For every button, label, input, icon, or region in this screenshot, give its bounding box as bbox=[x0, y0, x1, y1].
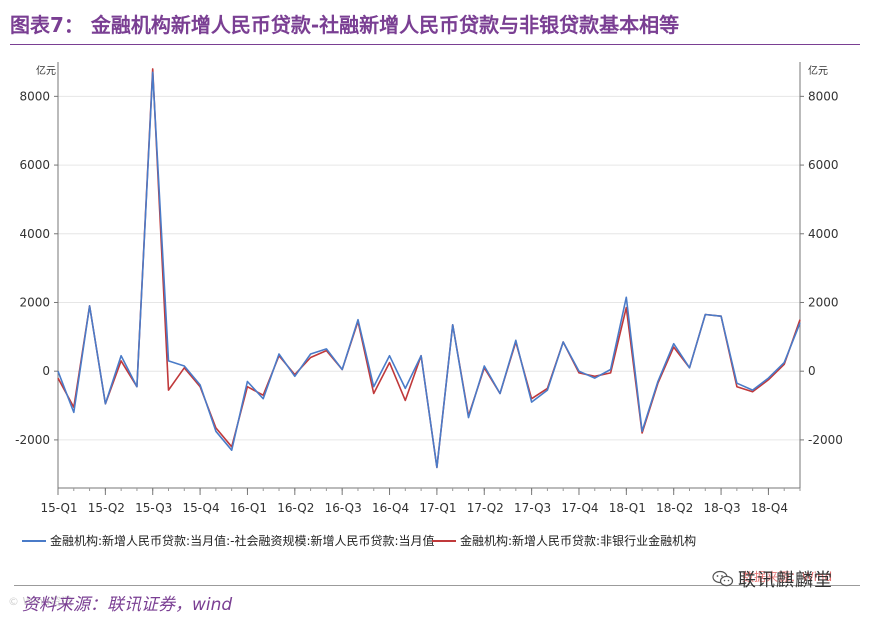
y-unit-right: 亿元 bbox=[808, 64, 828, 77]
x-tick-label: 18-Q1 bbox=[609, 501, 646, 515]
y-tick-label-right: 6000 bbox=[808, 158, 839, 172]
wechat-icon bbox=[712, 570, 734, 588]
x-tick-label: 18-Q3 bbox=[704, 501, 741, 515]
x-tick-label: 16-Q2 bbox=[277, 501, 314, 515]
y-tick-label-left: -2000 bbox=[15, 433, 50, 447]
legend-label-2: 金融机构:新增人民币贷款:非银行业金融机构 bbox=[460, 533, 696, 548]
legend-label-1: 金融机构:新增人民币贷款:当月值:-社会融资规模:新增人民币贷款:当月值 bbox=[50, 533, 435, 548]
chart-title: 图表7： 金融机构新增人民币贷款-社融新增人民币贷款与非银贷款基本相等 bbox=[10, 13, 680, 37]
x-tick-label: 15-Q1 bbox=[40, 501, 77, 515]
y-tick-label-left: 0 bbox=[42, 364, 50, 378]
brand-text: 联讯麒麟堂 bbox=[738, 570, 833, 591]
watermark-overlay: 数据来源：Wind bbox=[742, 570, 833, 584]
y-tick-label-left: 6000 bbox=[19, 158, 50, 172]
line-chart: -2000 -2000 0 0 2000 2000 4000 4000 6000 6000 8000… bbox=[15, 62, 843, 548]
source-divider bbox=[14, 585, 860, 586]
axes bbox=[54, 62, 804, 495]
source-note: 资料来源：联讯证券，wind bbox=[22, 595, 233, 615]
x-tick-label: 17-Q4 bbox=[561, 501, 598, 515]
x-tick-label: 16-Q1 bbox=[230, 501, 267, 515]
x-tick-label: 16-Q4 bbox=[372, 501, 409, 515]
series-line-1 bbox=[57, 71, 801, 469]
x-tick-label: 15-Q2 bbox=[88, 501, 125, 515]
y-tick-label-left: 4000 bbox=[19, 227, 50, 241]
y-unit-left: 亿元 bbox=[36, 64, 56, 77]
watermark-left: © Wind资讯 bbox=[8, 595, 73, 608]
x-tick-label: 18-Q4 bbox=[751, 501, 788, 515]
y-tick-label-right: 4000 bbox=[808, 227, 839, 241]
x-tick-label: 15-Q3 bbox=[135, 501, 172, 515]
x-tick-label: 17-Q1 bbox=[419, 501, 456, 515]
y-tick-label-right: 0 bbox=[808, 364, 816, 378]
y-tick-label-right: 8000 bbox=[808, 89, 839, 103]
x-tick-label: 15-Q4 bbox=[183, 501, 220, 515]
title-divider bbox=[10, 44, 860, 45]
x-tick-label: 18-Q2 bbox=[656, 501, 693, 515]
tick-labels: -2000 -2000 0 0 2000 2000 4000 4000 6000 6000 8000… bbox=[15, 64, 843, 515]
x-tick-label: 17-Q3 bbox=[514, 501, 551, 515]
y-tick-label-right: 2000 bbox=[808, 295, 839, 309]
y-tick-label-right: -2000 bbox=[808, 433, 843, 447]
legend: 金融机构:新增人民币贷款:当月值:-社会融资规模:新增人民币贷款:当月值 金融机构… bbox=[22, 533, 696, 548]
x-tick-label: 16-Q3 bbox=[325, 501, 362, 515]
series-lines bbox=[57, 68, 801, 469]
y-tick-label-left: 8000 bbox=[19, 89, 50, 103]
y-tick-label-left: 2000 bbox=[19, 295, 50, 309]
brand-watermark: 联讯麒麟堂 bbox=[712, 566, 833, 592]
x-tick-label: 17-Q2 bbox=[467, 501, 504, 515]
